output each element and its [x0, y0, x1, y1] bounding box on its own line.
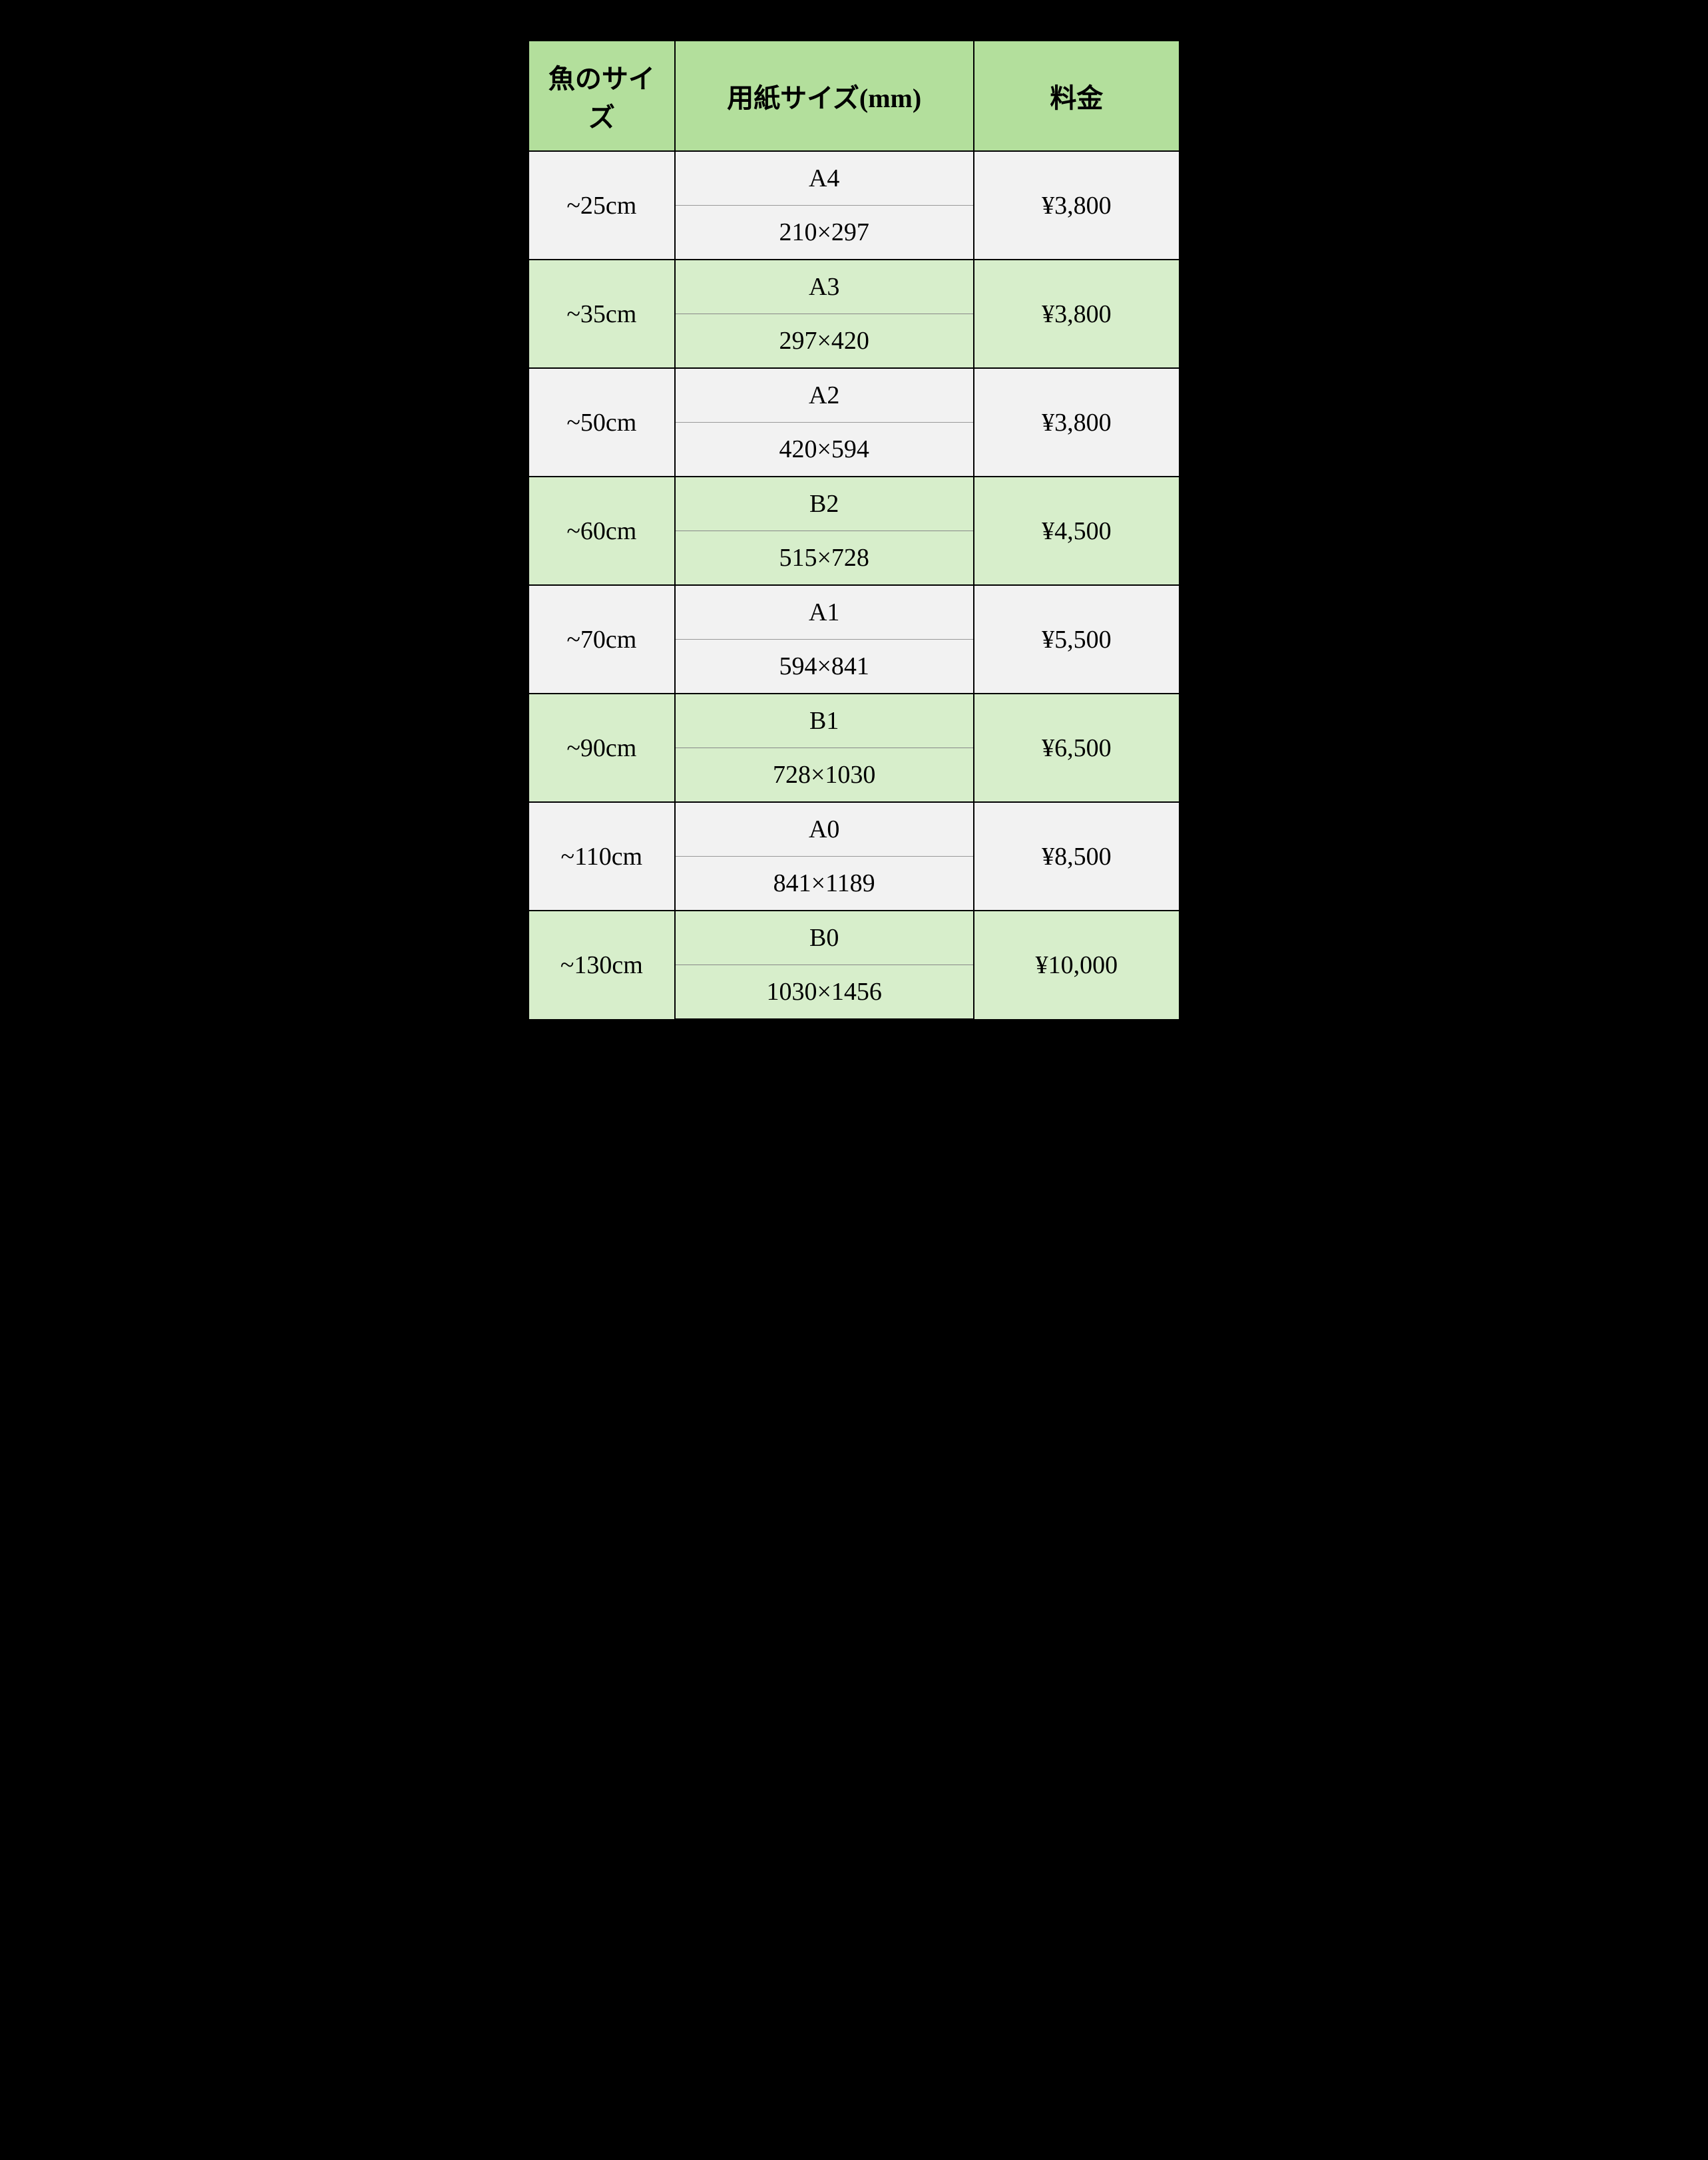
paper-name-cell: A2: [675, 368, 974, 423]
pricing-table-container: 魚のサイズ 用紙サイズ(mm) 料金 ~25cmA4¥3,800210×297~…: [528, 40, 1180, 1020]
paper-name-cell: B2: [675, 477, 974, 531]
price-cell: ¥3,800: [974, 260, 1179, 368]
pricing-table: 魚のサイズ 用紙サイズ(mm) 料金 ~25cmA4¥3,800210×297~…: [528, 40, 1180, 1020]
header-fish-size: 魚のサイズ: [529, 41, 675, 151]
header-row: 魚のサイズ 用紙サイズ(mm) 料金: [529, 41, 1179, 151]
fish-size-cell: ~35cm: [529, 260, 675, 368]
price-cell: ¥3,800: [974, 151, 1179, 260]
paper-dim-cell: 1030×1456: [675, 965, 974, 1020]
paper-dim-cell: 297×420: [675, 314, 974, 369]
paper-dim-cell: 210×297: [675, 206, 974, 260]
fish-size-cell: ~130cm: [529, 911, 675, 1020]
fish-size-cell: ~90cm: [529, 694, 675, 802]
table-row: ~60cmB2¥4,500: [529, 477, 1179, 531]
table-row: ~110cmA0¥8,500: [529, 802, 1179, 857]
price-cell: ¥6,500: [974, 694, 1179, 802]
table-row: ~90cmB1¥6,500: [529, 694, 1179, 748]
fish-size-cell: ~70cm: [529, 585, 675, 694]
paper-dim-cell: 728×1030: [675, 748, 974, 803]
paper-name-cell: A1: [675, 585, 974, 640]
table-body: ~25cmA4¥3,800210×297~35cmA3¥3,800297×420…: [529, 151, 1179, 1020]
table-row: ~50cmA2¥3,800: [529, 368, 1179, 423]
table-row: ~35cmA3¥3,800: [529, 260, 1179, 314]
paper-name-cell: A4: [675, 151, 974, 206]
price-cell: ¥5,500: [974, 585, 1179, 694]
paper-dim-cell: 515×728: [675, 531, 974, 586]
price-cell: ¥3,800: [974, 368, 1179, 477]
paper-name-cell: A0: [675, 802, 974, 857]
paper-dim-cell: 594×841: [675, 640, 974, 694]
table-row: ~130cmB0¥10,000: [529, 911, 1179, 965]
header-price: 料金: [974, 41, 1179, 151]
fish-size-cell: ~50cm: [529, 368, 675, 477]
paper-name-cell: A3: [675, 260, 974, 314]
paper-dim-cell: 841×1189: [675, 857, 974, 911]
fish-size-cell: ~110cm: [529, 802, 675, 911]
table-row: ~70cmA1¥5,500: [529, 585, 1179, 640]
header-paper-size: 用紙サイズ(mm): [675, 41, 974, 151]
paper-name-cell: B1: [675, 694, 974, 748]
table-row: ~25cmA4¥3,800: [529, 151, 1179, 206]
fish-size-cell: ~25cm: [529, 151, 675, 260]
paper-dim-cell: 420×594: [675, 423, 974, 477]
price-cell: ¥4,500: [974, 477, 1179, 585]
paper-name-cell: B0: [675, 911, 974, 965]
price-cell: ¥8,500: [974, 802, 1179, 911]
fish-size-cell: ~60cm: [529, 477, 675, 585]
price-cell: ¥10,000: [974, 911, 1179, 1020]
